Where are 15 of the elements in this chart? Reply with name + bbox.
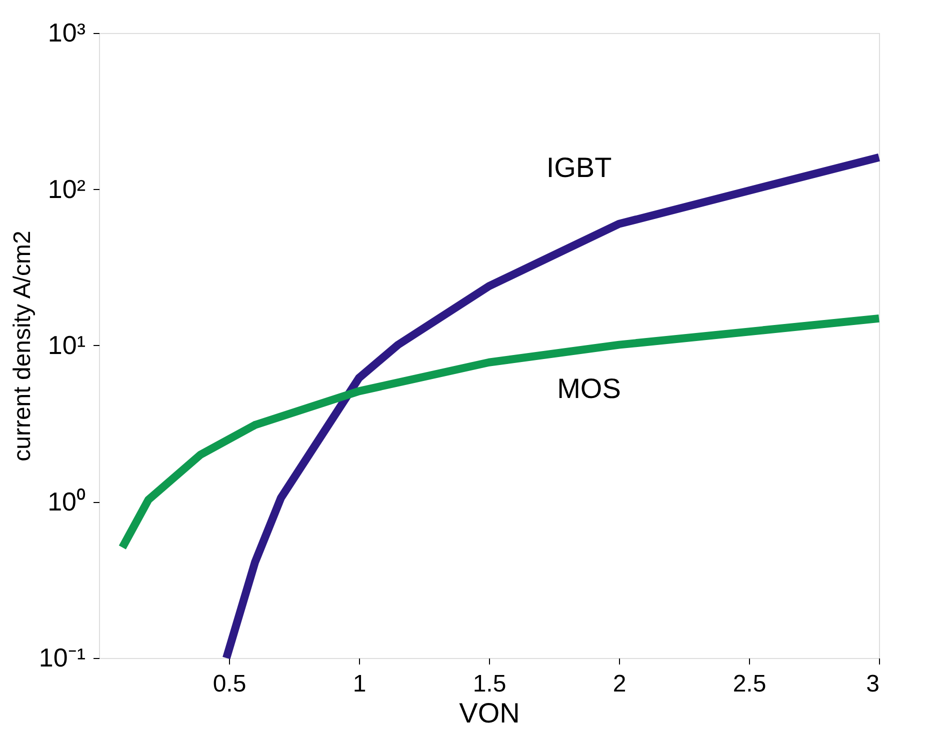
x-tick-label: 3: [866, 670, 880, 698]
series-label: IGBT: [546, 152, 612, 183]
y-tick-label: 10¹: [48, 330, 86, 360]
series-label: MOS: [557, 372, 621, 404]
x-tick-label: 1: [352, 670, 366, 698]
x-tick-label: 2: [612, 670, 626, 698]
y-tick-label: 10⁰: [48, 486, 86, 516]
x-axis-title: VON: [459, 698, 520, 728]
x-tick-label: 1.5: [472, 670, 506, 698]
y-axis-title: current density A/cm2: [8, 230, 36, 462]
y-tick-label: 10⁻¹: [38, 642, 86, 672]
y-tick-label: 10³: [48, 18, 86, 48]
y-tick-label: 10²: [48, 174, 86, 204]
x-tick-label: 2.5: [732, 670, 766, 698]
x-tick-label: 0.5: [212, 670, 246, 698]
